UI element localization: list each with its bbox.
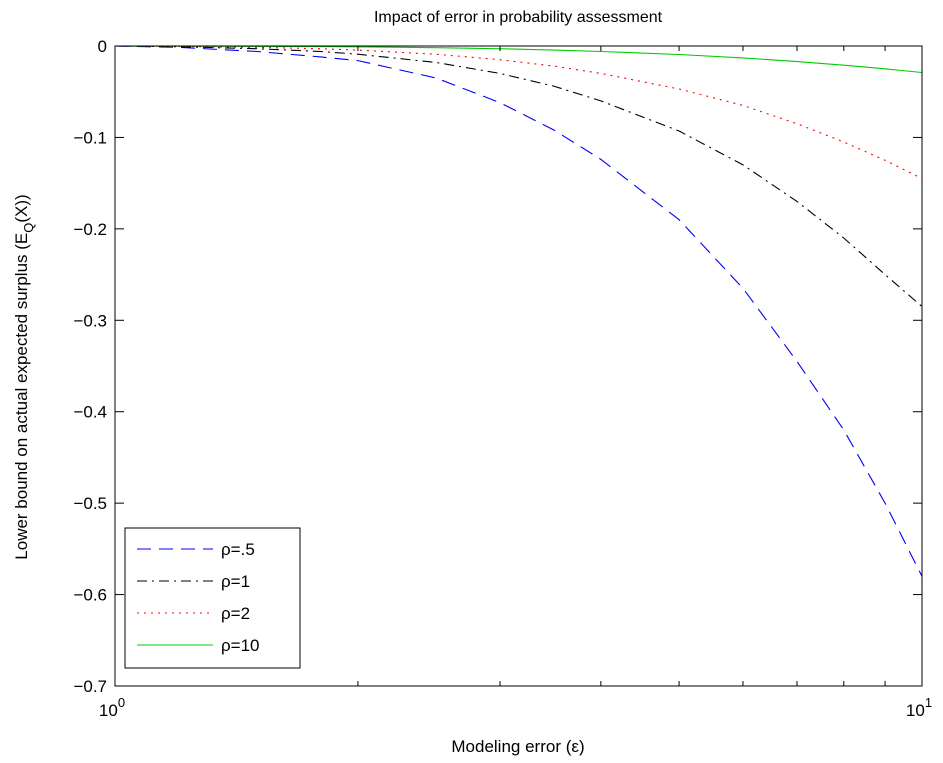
y-tick-label: −0.2 (73, 220, 107, 239)
chart-title: Impact of error in probability assessmen… (374, 9, 663, 26)
y-axis-label-subscript: Q (21, 223, 36, 233)
y-tick-label: −0.6 (73, 586, 107, 605)
legend: ρ=.5 ρ=1 ρ=2 ρ=10 (124, 527, 301, 669)
y-axis-label-tail: (X)) (12, 194, 31, 222)
y-tick-label: −0.1 (73, 128, 107, 147)
x-tick-label-base: 10 (906, 701, 925, 720)
x-tick-label-exponent: 1 (925, 695, 932, 710)
legend-label: ρ=10 (221, 636, 260, 655)
legend-label: ρ=1 (221, 572, 250, 591)
x-axis-label: Modeling error (ε) (451, 737, 584, 756)
y-tick-label: −0.3 (73, 311, 107, 330)
series-line-2 (114, 45, 923, 307)
x-tick-label: 100 (99, 695, 125, 720)
series-line-1 (114, 45, 923, 577)
legend-label: ρ=.5 (221, 540, 255, 559)
x-tick-label-base: 10 (99, 701, 118, 720)
y-axis-label: Lower bound on actual expected surplus (… (12, 194, 36, 559)
y-axis-label-main: Lower bound on actual expected surplus (… (12, 233, 31, 560)
y-tick-label: −0.7 (73, 677, 107, 696)
plot-frame (114, 45, 923, 687)
y-tick-label: −0.4 (73, 403, 107, 422)
legend-label: ρ=2 (221, 604, 250, 623)
x-tick-label: 101 (906, 695, 932, 720)
x-tick-label-exponent: 0 (118, 695, 125, 710)
y-tick-label: 0 (98, 37, 107, 56)
y-tick-label: −0.5 (73, 494, 107, 513)
